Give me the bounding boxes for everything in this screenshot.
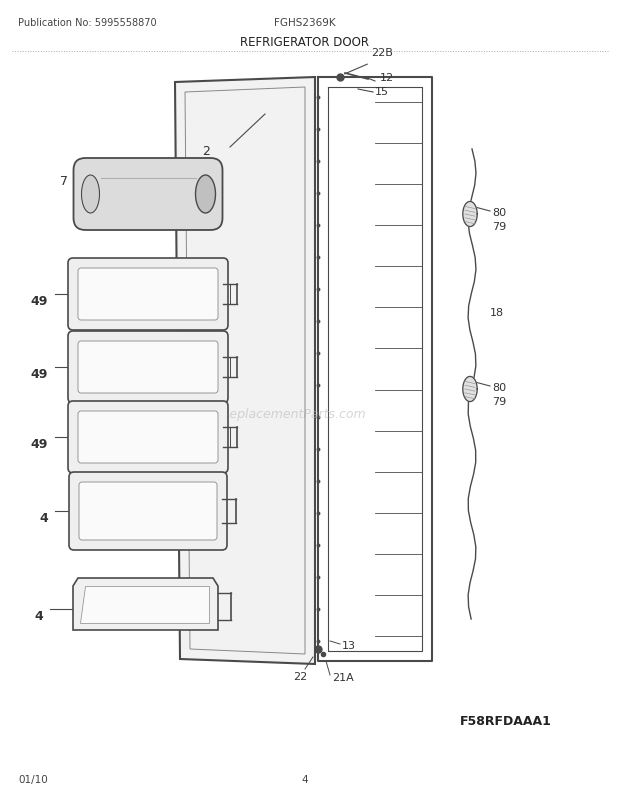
Text: 22B: 22B: [371, 48, 393, 58]
Polygon shape: [463, 202, 477, 227]
FancyBboxPatch shape: [68, 331, 228, 403]
Text: REFRIGERATOR DOOR: REFRIGERATOR DOOR: [241, 36, 370, 49]
Text: 2: 2: [202, 145, 210, 158]
Text: 21A: 21A: [332, 672, 354, 683]
Text: 18: 18: [490, 308, 504, 318]
Polygon shape: [175, 78, 315, 664]
Text: 01/10: 01/10: [18, 774, 48, 784]
Polygon shape: [463, 377, 477, 402]
Text: FGHS2369K: FGHS2369K: [274, 18, 336, 28]
FancyBboxPatch shape: [78, 269, 218, 321]
Text: 49: 49: [30, 437, 48, 451]
Ellipse shape: [81, 176, 99, 214]
Ellipse shape: [195, 176, 216, 214]
Text: Publication No: 5995558870: Publication No: 5995558870: [18, 18, 157, 28]
Text: 80: 80: [492, 383, 506, 392]
FancyBboxPatch shape: [68, 402, 228, 473]
Text: 49: 49: [30, 367, 48, 380]
Text: 4: 4: [302, 774, 308, 784]
Text: 13: 13: [342, 640, 356, 650]
Text: F58RFDAAA1: F58RFDAAA1: [460, 714, 552, 727]
Text: 49: 49: [30, 294, 48, 308]
FancyBboxPatch shape: [69, 472, 227, 550]
Text: 15: 15: [375, 87, 389, 97]
FancyBboxPatch shape: [68, 259, 228, 330]
Text: 79: 79: [492, 221, 507, 232]
Text: 4: 4: [34, 610, 43, 622]
FancyBboxPatch shape: [78, 411, 218, 464]
Text: 4: 4: [39, 512, 48, 525]
Text: 80: 80: [492, 208, 506, 217]
Text: 22: 22: [293, 671, 307, 681]
Polygon shape: [80, 586, 209, 623]
Polygon shape: [73, 578, 218, 630]
Text: eReplacementParts.com: eReplacementParts.com: [214, 408, 366, 421]
Text: 7: 7: [60, 175, 68, 188]
Text: 79: 79: [492, 396, 507, 407]
FancyBboxPatch shape: [74, 159, 223, 231]
FancyBboxPatch shape: [78, 342, 218, 394]
Text: 12: 12: [380, 73, 394, 83]
FancyBboxPatch shape: [79, 482, 217, 541]
